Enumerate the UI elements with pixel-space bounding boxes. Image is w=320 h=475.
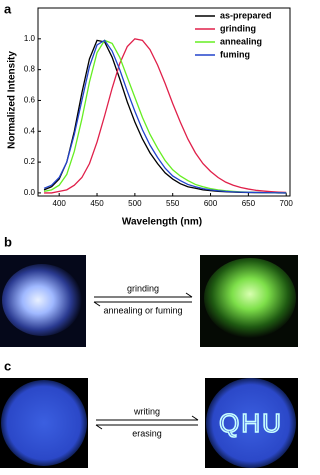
y-tick-label: 0.6 (24, 96, 36, 105)
legend-label: as-prepared (220, 10, 272, 20)
y-tick-label: 0.0 (24, 188, 36, 197)
y-axis-label: Normalized Intensity (7, 51, 18, 149)
x-tick-label: 500 (128, 199, 142, 208)
figure: a b c grinding annealing or fuming QHU w… (0, 1, 298, 468)
process-label: writing (133, 406, 160, 416)
legend-label: fuming (220, 49, 250, 59)
legend-label: annealing (220, 36, 262, 46)
process-label: grinding (127, 283, 159, 293)
panel-label: c (4, 358, 11, 373)
panel-label: b (4, 234, 12, 249)
x-tick-label: 450 (90, 199, 104, 208)
arrows (95, 415, 199, 430)
series-line (43, 39, 287, 194)
process-label: annealing or fuming (103, 305, 182, 315)
series-line (44, 38, 287, 194)
written-text: QHU (219, 408, 283, 438)
x-axis-label: Wavelength (nm) (122, 217, 202, 228)
x-tick-label: 550 (166, 199, 180, 208)
x-tick-label: 700 (280, 199, 294, 208)
powder (204, 258, 296, 338)
process-label: erasing (132, 428, 162, 438)
disk (1, 380, 87, 466)
legend-label: grinding (220, 23, 256, 33)
y-tick-label: 1.0 (24, 34, 36, 43)
y-tick-label: 0.4 (24, 126, 36, 135)
x-tick-label: 650 (242, 199, 256, 208)
y-tick-label: 0.2 (24, 157, 36, 166)
disk (206, 378, 296, 468)
x-tick-label: 400 (53, 199, 67, 208)
series-line (43, 39, 287, 194)
x-tick-label: 600 (204, 199, 218, 208)
plot-frame (37, 7, 291, 197)
panel-label: a (4, 1, 12, 16)
y-tick-label: 0.8 (24, 65, 36, 74)
series-line (43, 39, 287, 194)
powder (2, 264, 82, 336)
arrows (93, 292, 193, 307)
